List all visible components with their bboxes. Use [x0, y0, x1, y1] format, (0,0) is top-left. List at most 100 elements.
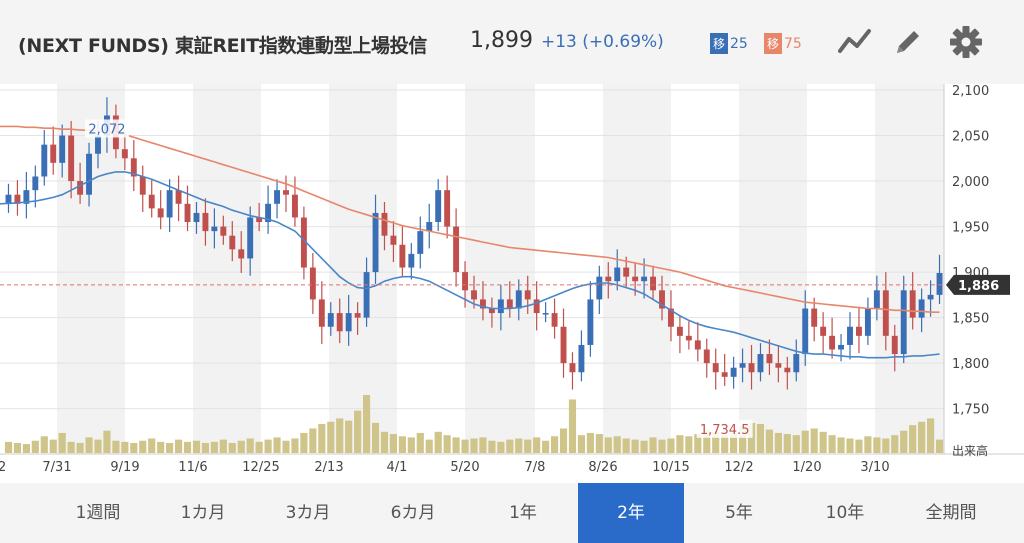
volume-bar	[604, 437, 612, 453]
tab-8[interactable]: 10年	[825, 503, 865, 523]
volume-bar	[362, 395, 371, 453]
tab-3[interactable]: 3カ月	[285, 503, 331, 523]
candle	[775, 344, 782, 383]
candle	[703, 338, 710, 378]
ma25-legend-value: 25	[730, 35, 748, 52]
ma25-legend[interactable]: 移 25	[710, 33, 748, 54]
volume-bar	[389, 434, 398, 453]
volume-bar	[935, 439, 944, 453]
candle	[855, 308, 862, 354]
volume-bar	[58, 432, 66, 453]
candle	[569, 352, 576, 390]
candle	[23, 171, 30, 219]
candle	[354, 302, 361, 335]
price-change: +13 (+0.69%)	[541, 32, 664, 52]
candle	[211, 208, 218, 249]
tab-1[interactable]: 1週間	[75, 503, 121, 523]
candle	[283, 175, 289, 213]
pencil-icon[interactable]	[888, 22, 928, 62]
candle	[587, 281, 594, 357]
candlestick-chart[interactable]: 2,1002,0502,0001,9501,9001,8501,8001,750…	[0, 84, 1024, 483]
volume-bar	[67, 441, 75, 453]
low-annotation: 1,734.5	[700, 423, 750, 438]
candle	[372, 194, 379, 284]
grid-band	[875, 84, 944, 454]
volume-bar	[542, 440, 550, 453]
candle	[77, 162, 84, 204]
candle	[721, 354, 728, 386]
volume-bar	[148, 438, 156, 453]
tab-0[interactable]	[0, 483, 46, 543]
candle	[936, 254, 943, 304]
tab-4[interactable]: 6カ月	[390, 503, 436, 523]
tab-7[interactable]: 5年	[725, 503, 753, 523]
candle	[551, 298, 558, 339]
volume-bar	[631, 439, 639, 453]
candle	[300, 206, 307, 280]
tab-2[interactable]: 1カ月	[180, 503, 226, 523]
volume-bar	[613, 436, 621, 453]
volume-bar	[479, 437, 487, 453]
volume-bar	[112, 440, 120, 453]
candle	[488, 297, 495, 328]
ma75-legend[interactable]: 移 75	[764, 33, 802, 54]
candle	[408, 242, 415, 280]
tab-9[interactable]: 全期間	[925, 503, 977, 523]
volume-bar	[264, 439, 272, 453]
volume-bar	[461, 439, 469, 453]
volume-bar	[282, 440, 290, 453]
chart-line-icon[interactable]	[835, 22, 875, 62]
candle	[381, 201, 388, 251]
volume-bar	[873, 437, 881, 453]
x-tick-label: 2	[0, 460, 6, 475]
candle	[739, 348, 746, 383]
candle	[453, 208, 460, 287]
fund-title: (NEXT FUNDS) 東証REIT指数連動型上場投信	[18, 35, 428, 57]
volume-bar	[506, 439, 514, 453]
volume-bar	[756, 424, 765, 453]
x-tick-label: 8/26	[588, 460, 617, 475]
candle	[542, 302, 549, 323]
candle	[650, 265, 657, 300]
volume-bar	[354, 410, 362, 453]
candle	[157, 190, 164, 230]
tab-5[interactable]: 1年	[509, 503, 537, 523]
volume-bar	[309, 428, 317, 453]
candle	[14, 180, 21, 216]
high-annotation: 2,072	[88, 122, 125, 137]
volume-bar	[622, 438, 630, 453]
volume-bar	[792, 435, 800, 453]
tab-6[interactable]: 2年	[578, 483, 684, 543]
volume-bar	[443, 435, 451, 453]
ma75-legend-label: 移	[764, 33, 783, 54]
volume-bar	[828, 435, 836, 453]
header: (NEXT FUNDS) 東証REIT指数連動型上場投信 1,899 +13 (…	[0, 0, 1024, 84]
volume-bar	[577, 435, 586, 453]
volume-bar	[801, 430, 809, 453]
ma25-line	[0, 171, 940, 359]
candle	[130, 140, 137, 192]
volume-bar	[470, 438, 478, 453]
volume-bar	[882, 438, 890, 453]
volume-bar	[13, 442, 22, 453]
volume-bar	[40, 436, 48, 453]
candle	[435, 179, 442, 232]
candle	[829, 317, 836, 359]
volume-bar	[380, 431, 389, 453]
volume-bar	[774, 432, 782, 453]
volume-bar	[157, 441, 165, 453]
x-tick-label: 10/15	[652, 460, 689, 475]
volume-bar	[837, 437, 845, 453]
volume-bar	[568, 399, 577, 453]
candle	[676, 315, 683, 354]
x-tick-label: 12/25	[242, 460, 279, 475]
candle	[560, 308, 567, 378]
volume-bar	[891, 435, 899, 453]
candle	[909, 272, 916, 330]
candle	[175, 175, 182, 222]
volume-bar	[291, 438, 299, 453]
volume-bar	[819, 431, 827, 453]
gear-icon[interactable]	[946, 22, 986, 62]
volume-bar	[336, 418, 344, 453]
volume-bar	[488, 440, 496, 453]
